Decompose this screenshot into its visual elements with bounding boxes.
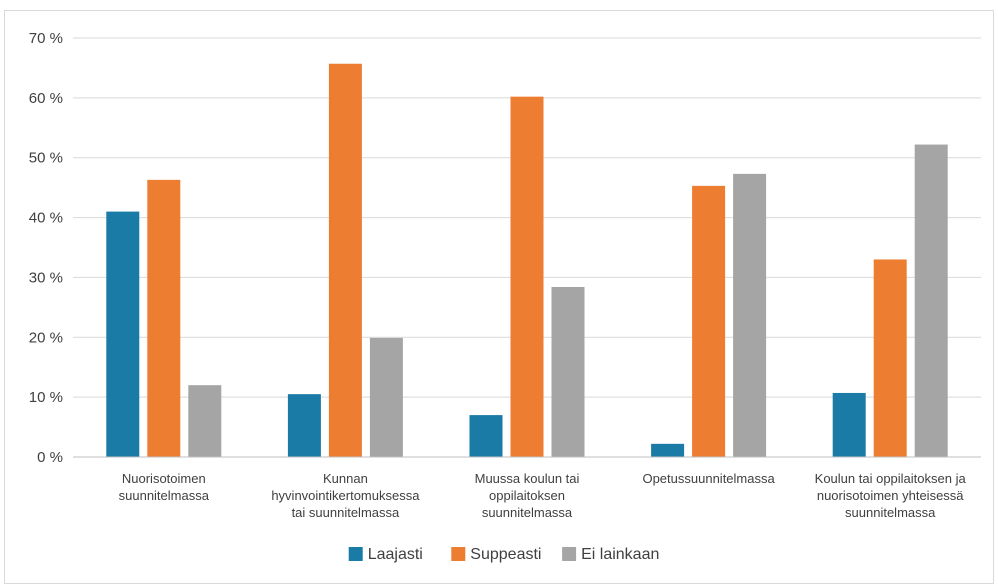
bar-suppeasti (147, 179, 181, 457)
y-tick-label: 50 % (29, 150, 63, 167)
legend-label: Ei lainkaan (581, 546, 659, 563)
category-label-line: Opetussuunnitelmassa (642, 471, 775, 486)
y-tick-label: 60 % (29, 90, 63, 107)
bar-chart: 0 % 10 % 20 % 30 % 40 % 50 % 60 % 70 % Nuorisot… (29, 30, 981, 563)
y-tick-label: 10 % (29, 389, 63, 406)
category-label: Kunnan hyvinvointikertomuksessa tai suunni… (271, 471, 420, 520)
category-label-line: Muussa koulun tai (475, 471, 580, 486)
category-label: Muussa koulun tai oppilaitoksen suunnitelm… (475, 471, 580, 520)
bar-laajasti (106, 211, 140, 457)
bar-ei-lainkaan (733, 173, 767, 457)
bar-ei-lainkaan (369, 337, 403, 457)
category-label-line: Nuorisotoimen (122, 471, 206, 486)
bar-laajasti (287, 394, 321, 457)
y-tick-label: 0 % (37, 449, 63, 466)
category-label-line: oppilaitoksen (489, 488, 565, 503)
chart-frame: 0 % 10 % 20 % 30 % 40 % 50 % 60 % 70 % Nuorisot… (4, 10, 994, 584)
legend-swatch (451, 547, 466, 561)
category-label-line: suunnitelmassa (845, 505, 936, 520)
category-labels: Nuorisotoimen suunnitelmassa Kunnan hyvinvo… (119, 471, 967, 520)
legend: Laajasti Suppeasti Ei lainkaan (348, 546, 659, 563)
y-tick-label: 40 % (29, 210, 63, 227)
bar-suppeasti (692, 185, 726, 457)
category-label-line: suunnitelmassa (119, 488, 210, 503)
y-tick-label: 30 % (29, 269, 63, 286)
category-label-line: nuorisotoimen yhteisessä (817, 488, 964, 503)
legend-label: Suppeasti (470, 546, 541, 563)
category-label: Nuorisotoimen suunnitelmassa (119, 471, 210, 503)
y-tick-label: 70 % (29, 30, 63, 47)
legend-swatch (562, 547, 577, 561)
bar-suppeasti (510, 96, 544, 457)
bar-suppeasti (873, 259, 907, 457)
bar-suppeasti (328, 63, 362, 457)
category-label-line: tai suunnitelmassa (292, 505, 400, 520)
bar-laajasti (832, 392, 866, 457)
bar-ei-lainkaan (551, 287, 585, 457)
category-label: Opetussuunnitelmassa (642, 471, 775, 486)
bar-laajasti (469, 415, 503, 457)
bar-ei-lainkaan (914, 144, 948, 457)
bar-laajasti (651, 443, 685, 457)
category-label: Koulun tai oppilaitoksen ja nuorisotoimen… (815, 471, 967, 520)
legend-label: Laajasti (368, 546, 423, 563)
bars (106, 63, 948, 457)
bar-ei-lainkaan (188, 385, 222, 457)
legend-swatch (348, 547, 363, 561)
y-tick-label: 20 % (29, 329, 63, 346)
category-label-line: Kunnan (323, 471, 368, 486)
category-label-line: suunnitelmassa (482, 505, 573, 520)
category-label-line: Koulun tai oppilaitoksen ja (815, 471, 967, 486)
category-label-line: hyvinvointikertomuksessa (271, 488, 420, 503)
y-axis-tick-labels: 0 % 10 % 20 % 30 % 40 % 50 % 60 % 70 % (29, 30, 63, 466)
